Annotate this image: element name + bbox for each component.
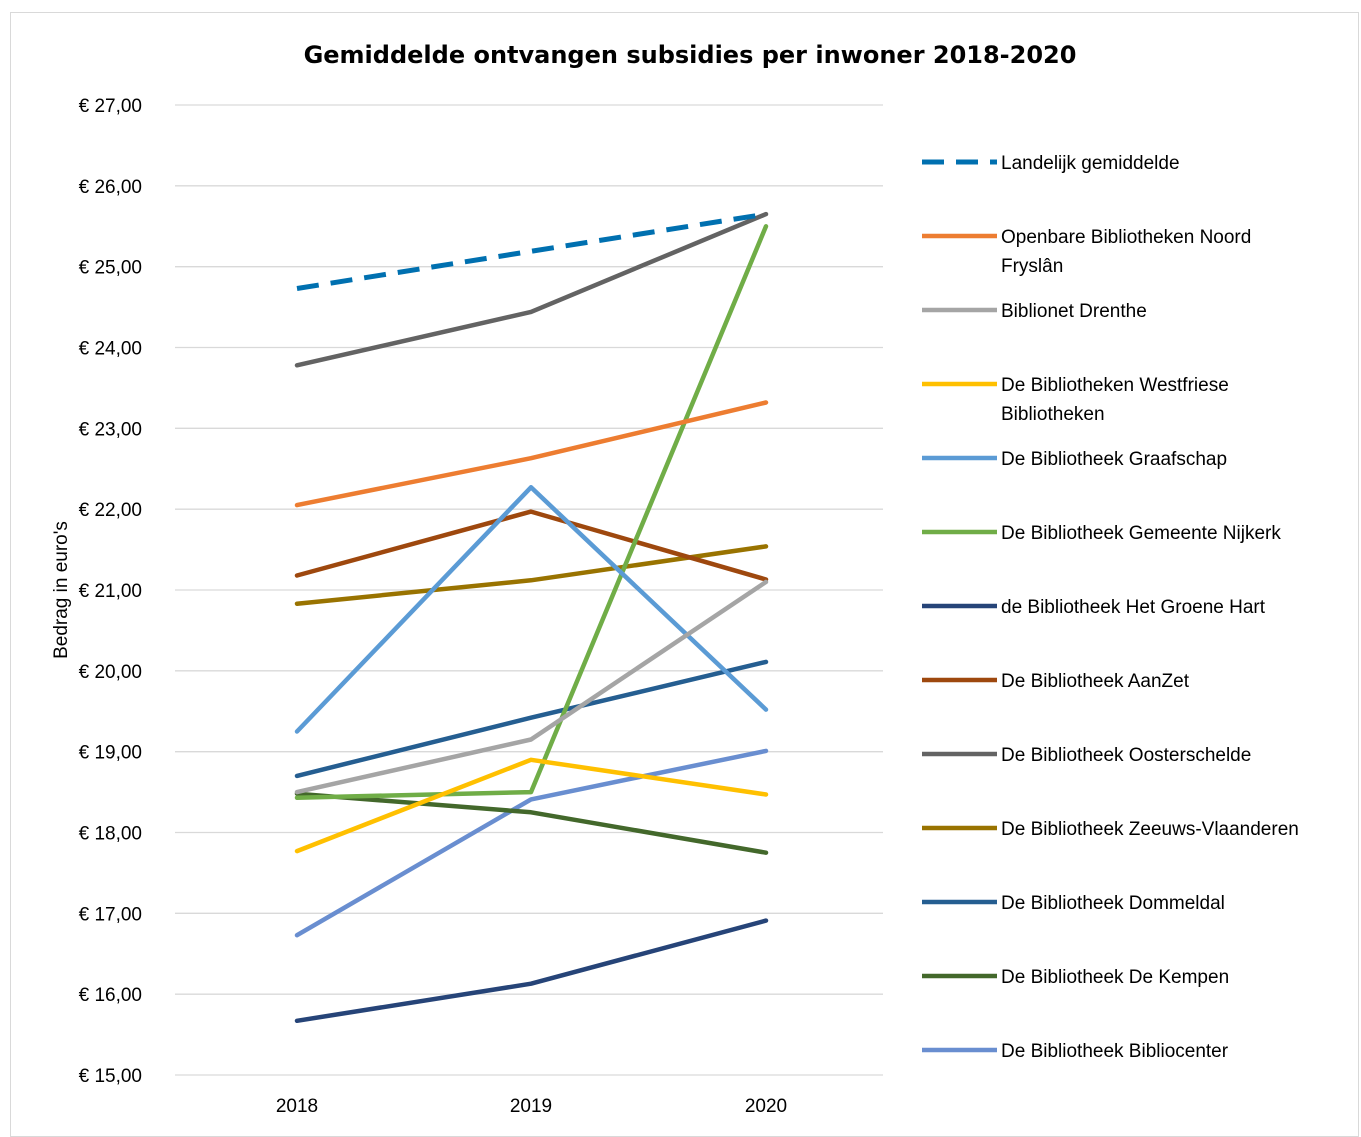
y-tick-label: € 20,00 <box>79 662 142 683</box>
legend-label: Openbare Bibliotheken Noord Fryslân <box>1001 227 1251 277</box>
series-line <box>294 400 769 508</box>
x-axis-ticks: 2018 2019 2020 <box>276 1096 787 1117</box>
legend: Landelijk gemiddelde Openbare Bibliotheke… <box>922 153 1299 1062</box>
y-axis-ticks: € 15,00 € 16,00 € 17,00 € 18,00 € 19,00 € 20,… <box>79 96 142 1087</box>
series-line <box>294 579 769 795</box>
x-tick-label: 2019 <box>510 1096 552 1117</box>
series-line <box>294 791 769 855</box>
y-tick-label: € 26,00 <box>79 177 142 198</box>
series-line <box>296 211 767 291</box>
y-tick-label: € 22,00 <box>79 500 142 521</box>
legend-label: De Bibliotheek Graafschap <box>1001 449 1227 470</box>
gridlines <box>175 104 883 1076</box>
y-tick-label: € 19,00 <box>79 743 142 764</box>
y-tick-label: € 27,00 <box>79 96 142 117</box>
chart-frame <box>10 12 1359 1137</box>
series-line <box>294 748 769 938</box>
series-line <box>294 659 769 779</box>
y-tick-label: € 25,00 <box>79 258 142 279</box>
y-tick-label: € 16,00 <box>79 985 142 1006</box>
legend-label: De Bibliotheek Bibliocenter <box>1001 1041 1229 1062</box>
series-line <box>294 211 769 368</box>
y-tick-label: € 21,00 <box>79 581 142 602</box>
series-line <box>294 757 769 854</box>
y-tick-label: € 18,00 <box>79 824 142 845</box>
chart-title: Gemiddelde ontvangen subsidies per inwon… <box>304 41 1077 69</box>
legend-label: De Bibliotheek Gemeente Nijkerk <box>1001 523 1281 544</box>
y-tick-label: € 24,00 <box>79 339 142 360</box>
legend-label: De Bibliotheek Zeeuws-Vlaanderen <box>1001 819 1299 840</box>
series-lines <box>294 211 769 1024</box>
legend-label: De Bibliotheek AanZet <box>1001 671 1190 692</box>
x-tick-label: 2018 <box>276 1096 318 1117</box>
series-line <box>294 224 769 800</box>
y-axis-label: Bedrag in euro's <box>51 521 72 659</box>
legend-label: de Bibliotheek Het Groene Hart <box>1001 597 1266 618</box>
x-tick-label: 2020 <box>745 1096 787 1117</box>
legend-label: De Bibliotheek De Kempen <box>1001 967 1229 988</box>
series-line <box>294 485 769 734</box>
legend-label: De Bibliotheek Dommeldal <box>1001 893 1225 914</box>
legend-label: De Bibliotheek Oosterschelde <box>1001 745 1251 766</box>
y-tick-label: € 17,00 <box>79 904 142 925</box>
legend-label: De Bibliotheken Westfriese Bibliotheken <box>1001 375 1229 425</box>
y-tick-label: € 15,00 <box>79 1066 142 1087</box>
legend-label: Landelijk gemiddelde <box>1001 153 1180 174</box>
legend-label: Biblionet Drenthe <box>1001 301 1147 322</box>
y-tick-label: € 23,00 <box>79 419 142 440</box>
series-line <box>294 509 769 582</box>
series-line <box>294 918 769 1024</box>
